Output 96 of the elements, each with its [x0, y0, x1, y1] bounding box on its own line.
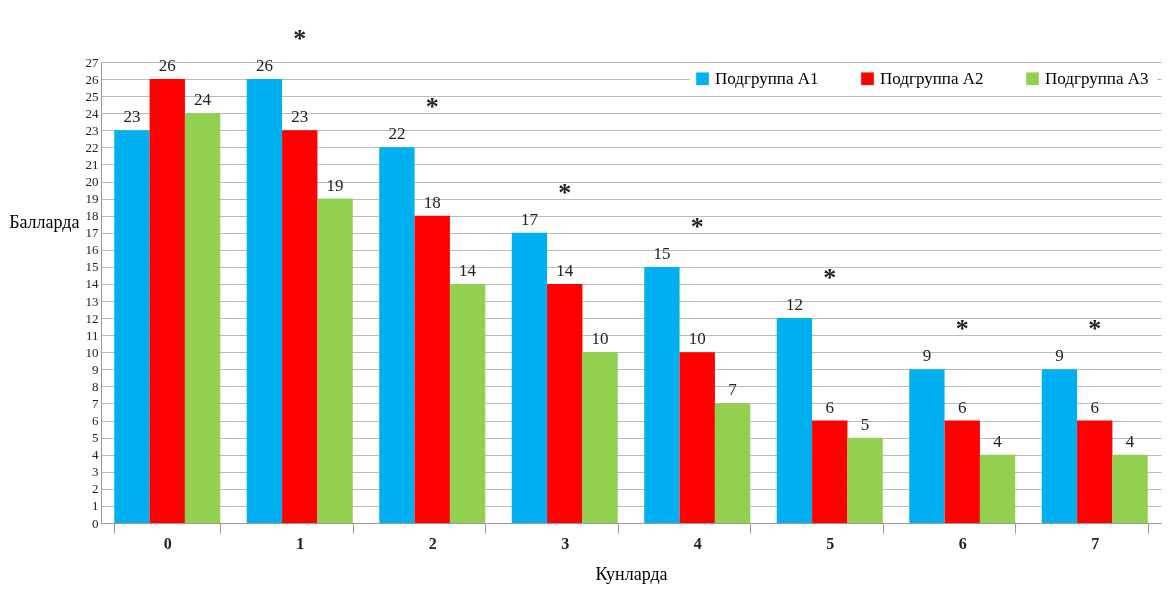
- bar: [812, 420, 848, 523]
- bar: [944, 420, 980, 523]
- y-tick-label: 14: [85, 276, 99, 292]
- y-tick-label: 8: [92, 378, 99, 394]
- x-tick-label: 5: [826, 534, 835, 552]
- y-tick-label: 19: [85, 191, 99, 207]
- data-label: 10: [688, 329, 706, 349]
- bar: [1077, 420, 1113, 523]
- bar: [317, 198, 353, 523]
- legend-label: Подгруппа А3: [1045, 68, 1149, 88]
- bar: [1112, 454, 1148, 523]
- y-tick-label: 22: [85, 139, 99, 155]
- y-tick-label: 1: [92, 498, 99, 514]
- data-label: 17: [520, 209, 539, 229]
- legend-label: Подгруппа А2: [880, 68, 984, 88]
- data-label: 22: [388, 124, 406, 144]
- y-tick-label: 24: [85, 105, 99, 121]
- y-tick-label: 27: [85, 54, 99, 70]
- annotation: *: [425, 92, 439, 122]
- annotation: *: [955, 314, 969, 344]
- y-axis-title: Балларда: [9, 211, 80, 232]
- y-tick-label: 6: [92, 413, 99, 429]
- data-label: 15: [653, 243, 671, 263]
- x-tick-label: 2: [428, 534, 437, 552]
- data-label: 14: [556, 260, 574, 280]
- y-tick-label: 26: [85, 71, 99, 87]
- x-tick-label: 4: [693, 534, 702, 552]
- y-tick-label: 11: [85, 327, 99, 343]
- x-axis-title: Кунларда: [595, 563, 668, 584]
- x-tick-label: 7: [1091, 534, 1100, 552]
- x-tick-label: 0: [163, 534, 172, 552]
- data-label: 12: [785, 295, 803, 315]
- bar: [282, 130, 318, 523]
- data-label: 4: [1125, 431, 1135, 451]
- bar: [679, 352, 715, 523]
- y-tick-label: 12: [85, 310, 99, 326]
- data-label: 23: [123, 107, 141, 127]
- data-label: 6: [825, 397, 834, 417]
- y-tick-label: 20: [85, 174, 99, 190]
- data-label: 9: [1055, 346, 1064, 366]
- y-tick-label: 15: [85, 259, 99, 275]
- data-label: 7: [728, 380, 738, 400]
- y-tick-label: 3: [92, 464, 99, 480]
- data-label: 23: [291, 107, 309, 127]
- annotation: *: [558, 177, 572, 207]
- data-label: 4: [993, 431, 1003, 451]
- y-tick-label: 16: [85, 242, 99, 258]
- data-label: 14: [459, 260, 477, 280]
- y-tick-label: 17: [85, 225, 99, 241]
- y-tick-label: 25: [85, 88, 99, 104]
- data-label: 5: [860, 414, 870, 434]
- bar: [979, 454, 1016, 523]
- annotation: *: [690, 211, 704, 241]
- data-label: 6: [958, 397, 967, 417]
- bar: [776, 318, 813, 523]
- bar: [449, 283, 486, 523]
- y-tick-label: 10: [85, 344, 99, 360]
- y-tick-label: 2: [92, 481, 99, 497]
- bar: [379, 147, 415, 523]
- y-tick-label: 18: [85, 208, 99, 224]
- data-label: 24: [194, 90, 212, 110]
- bar: [1041, 369, 1078, 523]
- bar: [149, 79, 185, 523]
- bar: [909, 369, 945, 523]
- annotation: *: [823, 263, 837, 293]
- x-tick-label: 1: [296, 534, 305, 552]
- bar: [847, 437, 883, 523]
- data-label: 6: [1090, 397, 1099, 417]
- y-tick-label: 5: [92, 430, 99, 446]
- data-label: 26: [255, 56, 273, 76]
- bar: [414, 215, 450, 523]
- bar: [114, 130, 150, 523]
- x-tick-label: 3: [561, 534, 570, 552]
- data-label: 10: [591, 329, 609, 349]
- legend-label: Подгруппа А1: [715, 68, 819, 88]
- bar: [644, 266, 680, 523]
- data-label: 26: [158, 56, 176, 76]
- bar: [714, 403, 751, 523]
- text: *: [293, 24, 307, 54]
- y-tick-label: 23: [85, 122, 99, 138]
- y-tick-label: 7: [92, 395, 99, 411]
- y-tick-label: 13: [85, 293, 99, 309]
- x-tick-label: 6: [958, 534, 967, 552]
- bar: [246, 79, 283, 523]
- data-label: 19: [326, 175, 344, 195]
- annotation: *: [1088, 314, 1102, 344]
- y-tick-label: 4: [92, 447, 99, 463]
- y-tick-label: 0: [92, 515, 99, 531]
- bar: [547, 283, 583, 523]
- data-label: 18: [423, 192, 441, 212]
- bar: [582, 352, 618, 523]
- bar: [184, 113, 221, 523]
- y-tick-label: 9: [92, 361, 99, 377]
- data-label: 9: [922, 346, 932, 366]
- bar: [511, 232, 548, 523]
- y-tick-label: 21: [85, 156, 99, 172]
